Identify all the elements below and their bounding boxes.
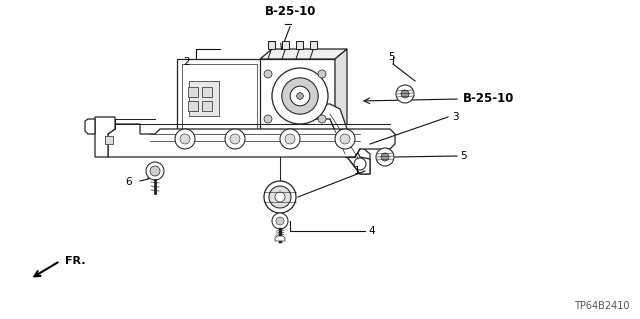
Circle shape — [275, 192, 285, 202]
Circle shape — [175, 129, 195, 149]
Text: 5: 5 — [460, 151, 467, 161]
Polygon shape — [85, 119, 95, 134]
Bar — [260, 59, 335, 134]
Circle shape — [150, 166, 160, 176]
Circle shape — [180, 134, 190, 144]
Circle shape — [318, 70, 326, 78]
Circle shape — [401, 90, 409, 98]
Circle shape — [225, 129, 245, 149]
Bar — [177, 59, 262, 134]
Polygon shape — [108, 124, 395, 157]
Polygon shape — [295, 94, 370, 174]
Bar — [189, 81, 219, 116]
Circle shape — [272, 68, 328, 124]
Polygon shape — [275, 236, 285, 241]
Text: 1: 1 — [353, 166, 360, 176]
Circle shape — [264, 115, 272, 123]
Circle shape — [318, 115, 326, 123]
Text: 3: 3 — [452, 112, 459, 122]
Bar — [310, 41, 317, 49]
Bar — [202, 87, 212, 97]
Bar — [182, 64, 257, 129]
Bar — [188, 101, 198, 111]
Circle shape — [264, 70, 272, 78]
Circle shape — [282, 78, 318, 114]
Text: 2: 2 — [184, 57, 190, 67]
Circle shape — [340, 134, 350, 144]
Text: B-25-10: B-25-10 — [463, 93, 515, 106]
Circle shape — [335, 129, 355, 149]
Text: 5: 5 — [388, 52, 395, 62]
Bar — [296, 41, 303, 49]
Circle shape — [376, 148, 394, 166]
Bar — [202, 101, 212, 111]
Circle shape — [280, 129, 300, 149]
Polygon shape — [335, 49, 347, 134]
Bar — [188, 87, 198, 97]
Circle shape — [290, 86, 310, 106]
Polygon shape — [260, 49, 347, 59]
Circle shape — [230, 134, 240, 144]
Text: 4: 4 — [368, 226, 374, 236]
Circle shape — [269, 186, 291, 208]
Circle shape — [396, 85, 414, 103]
Polygon shape — [95, 117, 115, 157]
Circle shape — [276, 217, 284, 225]
Polygon shape — [315, 104, 370, 174]
Circle shape — [297, 93, 303, 99]
Circle shape — [354, 158, 366, 170]
Text: TP64B2410: TP64B2410 — [575, 301, 630, 311]
Text: 6: 6 — [125, 177, 132, 187]
Text: B-25-10: B-25-10 — [266, 5, 317, 18]
Circle shape — [146, 162, 164, 180]
Circle shape — [381, 153, 389, 161]
Text: FR.: FR. — [65, 256, 86, 266]
Bar — [105, 136, 113, 144]
Circle shape — [264, 181, 296, 213]
Circle shape — [285, 134, 295, 144]
Bar — [282, 41, 289, 49]
Circle shape — [272, 213, 288, 229]
Bar — [268, 41, 275, 49]
